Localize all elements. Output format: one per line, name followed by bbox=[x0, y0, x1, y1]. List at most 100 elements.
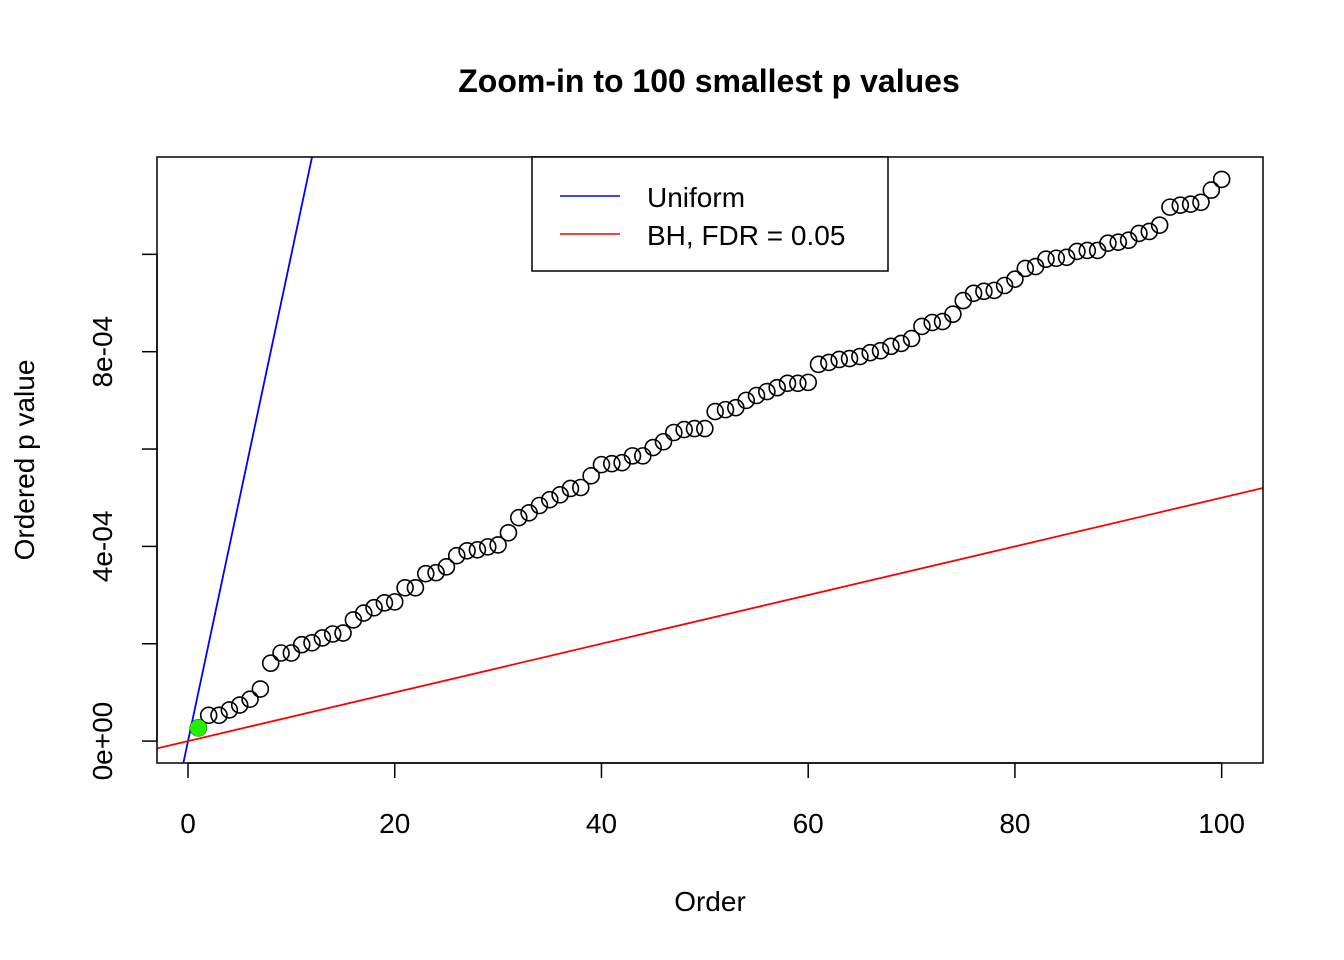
data-point bbox=[799, 373, 817, 392]
data-point bbox=[1078, 241, 1097, 260]
data-point bbox=[696, 419, 714, 438]
data-point bbox=[665, 423, 683, 442]
data-point bbox=[561, 479, 580, 498]
data-point bbox=[272, 644, 290, 662]
data-point bbox=[540, 490, 559, 509]
data-point bbox=[778, 374, 797, 393]
x-tick-label: 100 bbox=[1198, 808, 1245, 839]
data-point bbox=[613, 453, 631, 472]
data-point bbox=[1057, 248, 1076, 267]
data-point bbox=[582, 467, 600, 485]
data-point bbox=[530, 496, 549, 515]
data-point bbox=[1130, 224, 1148, 243]
data-point bbox=[995, 276, 1014, 295]
data-point bbox=[571, 478, 590, 497]
data-point bbox=[902, 329, 921, 348]
data-point bbox=[323, 625, 342, 643]
x-tick-label: 80 bbox=[999, 808, 1030, 839]
data-point bbox=[716, 400, 735, 419]
data-point bbox=[675, 420, 693, 439]
data-point bbox=[385, 593, 404, 611]
data-point bbox=[1016, 259, 1035, 278]
y-axis-label: Ordered p value bbox=[9, 360, 40, 561]
data-point bbox=[210, 706, 228, 725]
data-point bbox=[913, 317, 931, 336]
data-point bbox=[964, 284, 983, 303]
data-point bbox=[1006, 270, 1024, 288]
data-point bbox=[344, 611, 363, 629]
data-point bbox=[768, 378, 786, 397]
data-point bbox=[1171, 196, 1190, 214]
data-point bbox=[1140, 222, 1159, 241]
data-point bbox=[1099, 234, 1117, 252]
data-point bbox=[892, 334, 911, 353]
x-tick-label: 0 bbox=[180, 808, 196, 839]
data-point bbox=[706, 402, 724, 421]
data-point bbox=[292, 635, 311, 654]
data-point bbox=[365, 598, 383, 617]
data-point bbox=[1109, 233, 1128, 251]
data-point bbox=[551, 486, 569, 504]
data-point bbox=[354, 604, 373, 622]
legend-box bbox=[531, 156, 889, 272]
data-point bbox=[1181, 195, 1200, 214]
data-point bbox=[396, 578, 414, 597]
data-point bbox=[303, 633, 321, 652]
data-point bbox=[427, 563, 445, 582]
legend-label-bh: BH, FDR = 0.05 bbox=[647, 220, 845, 251]
data-point bbox=[1150, 216, 1169, 234]
data-point bbox=[944, 305, 962, 324]
data-point bbox=[1047, 249, 1066, 268]
data-point bbox=[861, 343, 880, 362]
data-point bbox=[437, 558, 456, 576]
data-point bbox=[758, 382, 776, 401]
legend-label-uniform: Uniform bbox=[647, 182, 745, 213]
data-point bbox=[489, 536, 507, 554]
data-point bbox=[820, 353, 838, 372]
data-point bbox=[261, 654, 280, 673]
data-point bbox=[406, 578, 425, 597]
data-point bbox=[1202, 181, 1221, 199]
data-point bbox=[416, 564, 435, 583]
data-point bbox=[468, 541, 487, 559]
data-point bbox=[747, 386, 766, 405]
data-point bbox=[220, 701, 239, 719]
y-tick-label: 0e+00 bbox=[87, 702, 118, 781]
data-point bbox=[923, 313, 942, 332]
data-point bbox=[975, 282, 993, 301]
bh-line bbox=[157, 487, 1263, 750]
data-point bbox=[1192, 193, 1210, 212]
data-point bbox=[447, 546, 466, 565]
data-point bbox=[654, 432, 673, 451]
data-point bbox=[1119, 231, 1138, 250]
data-point bbox=[375, 594, 394, 612]
data-point bbox=[840, 349, 859, 368]
data-point bbox=[282, 644, 301, 662]
data-point bbox=[334, 624, 352, 642]
data-point bbox=[241, 690, 259, 709]
uniform-line bbox=[182, 157, 313, 763]
data-point bbox=[478, 538, 497, 556]
data-point bbox=[1068, 242, 1086, 261]
data-point bbox=[623, 447, 642, 465]
data-point bbox=[809, 355, 828, 374]
data-point bbox=[230, 696, 249, 714]
data-point bbox=[1212, 170, 1231, 189]
data-point bbox=[985, 281, 1004, 300]
significant-point bbox=[189, 719, 207, 737]
data-point bbox=[685, 419, 704, 438]
data-point bbox=[882, 337, 900, 356]
data-point bbox=[603, 454, 621, 473]
legend: Uniform BH, FDR = 0.05 bbox=[531, 156, 889, 272]
data-point bbox=[251, 680, 270, 698]
data-point bbox=[634, 447, 652, 465]
data-point bbox=[830, 350, 849, 369]
data-point bbox=[871, 341, 890, 360]
x-tick-label: 60 bbox=[793, 808, 824, 839]
data-point bbox=[644, 438, 662, 457]
data-point bbox=[789, 374, 807, 393]
chart-title: Zoom-in to 100 smallest p values bbox=[458, 63, 959, 99]
data-point bbox=[592, 455, 611, 474]
data-point bbox=[851, 347, 869, 366]
